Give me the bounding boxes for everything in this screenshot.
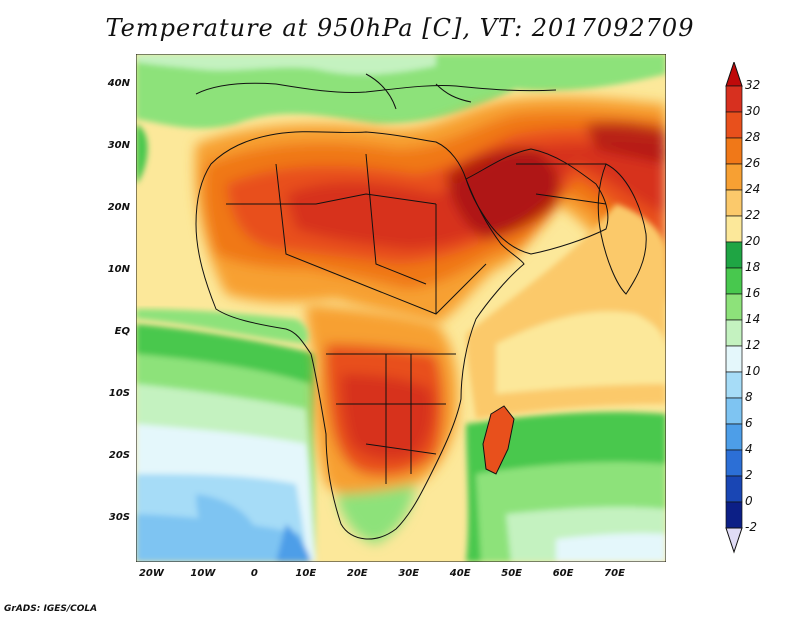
latitude-label: EQ [114,325,130,337]
longitude-label: 40E [449,568,471,579]
map-canvas [136,54,666,562]
colorbar-label: -2 [745,520,757,534]
colorbar-label: 30 [745,104,761,118]
colorbar-label: 28 [745,130,761,144]
longitude-label: 0 [250,568,258,579]
latitude-label: 20N [107,201,130,213]
colorbar [725,62,743,554]
latitude-label: 30N [107,139,130,151]
longitude-label: 20W [138,568,164,579]
colorbar-swatch [725,293,743,321]
madagascar-outline [482,405,515,475]
longitude-label: 10E [295,568,317,579]
latitude-label: 10N [107,263,130,275]
colorbar-swatch [725,189,743,217]
colorbar-swatch [725,241,743,269]
latitude-label: 20S [108,449,130,461]
colorbar-label: 20 [745,234,761,248]
colorbar-swatch [725,85,743,113]
longitude-label: 20E [346,568,368,579]
colorbar-swatch [725,319,743,347]
colorbar-label: 10 [745,364,761,378]
map-title: Temperature at 950hPa [C], VT: 201709270… [105,14,695,42]
longitude-label: 50E [501,568,522,579]
colorbar-label: 14 [745,312,761,326]
colorbar-label: 6 [745,416,753,430]
colorbar-swatch [725,501,743,529]
longitude-label: 10W [190,568,216,579]
colorbar-label: 12 [745,338,761,352]
colorbar-label: 26 [745,156,761,170]
colorbar-label: 18 [745,260,761,274]
grads-credit: GrADS: IGES/COLA [4,604,98,614]
longitude-label: 30E [398,568,420,579]
colorbar-label: 2 [745,468,753,482]
colorbar-swatch [725,215,743,243]
colorbar-label: 22 [745,208,761,222]
latitude-label: 10S [108,387,130,399]
colorbar-swatch [725,111,743,139]
colorbar-swatch [725,137,743,165]
colorbar-swatch [725,163,743,191]
colorbar-swatch [725,475,743,503]
colorbar-label: 32 [745,78,761,92]
longitude-label: 70E [604,568,625,579]
temperature-map [136,54,666,562]
colorbar-swatch [725,397,743,425]
longitude-label: 60E [552,568,574,579]
coastlines [195,73,647,540]
colorbar-swatch [725,371,743,399]
colorbar-top-arrow [725,62,743,87]
colorbar-label: 0 [745,494,753,508]
colorbar-bottom-arrow [725,527,743,554]
colorbar-swatch [725,345,743,373]
colorbar-swatch [725,423,743,451]
latitude-label: 30S [108,511,130,523]
colorbar-swatch [725,267,743,295]
colorbar-label: 4 [745,442,753,456]
colorbar-label: 24 [745,182,761,196]
colorbar-swatch [725,449,743,477]
colorbar-label: 8 [745,390,753,404]
colorbar-label: 16 [745,286,761,300]
latitude-label: 40N [107,77,130,89]
